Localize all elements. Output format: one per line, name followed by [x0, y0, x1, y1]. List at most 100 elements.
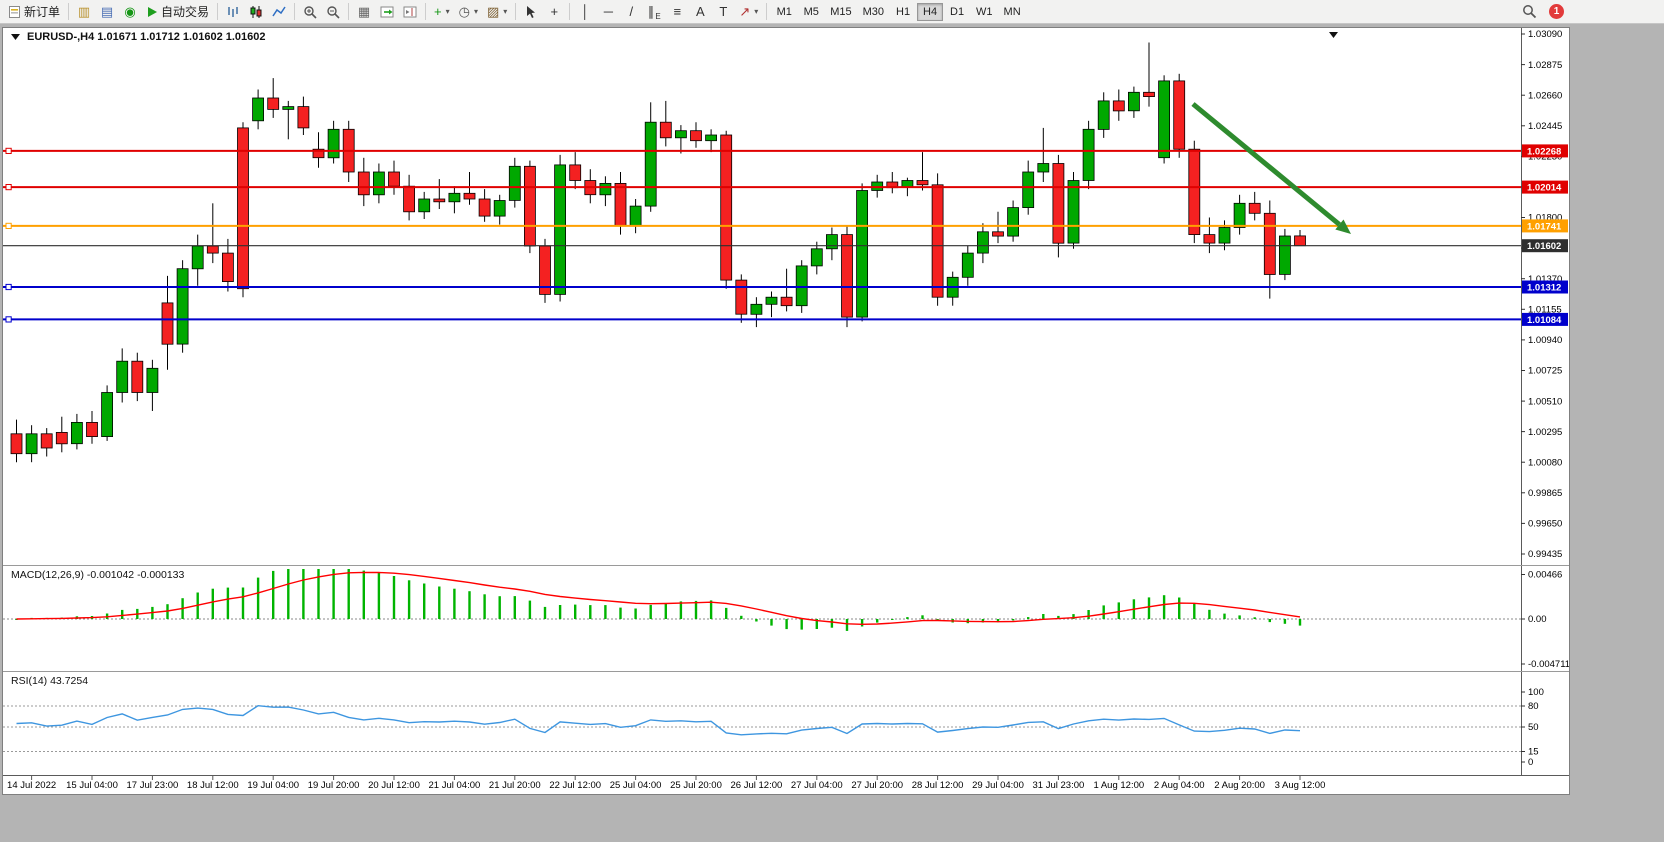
time-axis-label: 18 Jul 12:00 [187, 780, 239, 791]
horizontal-line-icon[interactable]: ─ [597, 2, 619, 22]
toolbar-right: 1 [1518, 2, 1564, 22]
line-chart-icon[interactable] [268, 2, 290, 22]
time-axis-label: 15 Jul 04:00 [66, 780, 118, 791]
fibonacci-icon[interactable]: ≡ [666, 2, 688, 22]
equidistant-channel-icon[interactable]: ∥ E [643, 2, 665, 22]
candle-body [433, 198, 446, 203]
toolbar-separator [68, 3, 70, 20]
trendline-icon[interactable]: / [620, 2, 642, 22]
candle-body [1097, 100, 1110, 130]
candle-body [856, 190, 868, 318]
time-axis-label: 26 Jul 12:00 [731, 780, 783, 791]
toolbar-separator [294, 3, 296, 20]
arrows-icon[interactable]: ↗ ▾ [735, 2, 762, 22]
text-label-icon[interactable]: T [712, 2, 734, 22]
charts-grid-icon[interactable]: ▥ [73, 2, 95, 22]
candlestick-chart-icon[interactable] [245, 2, 267, 22]
candle-body [765, 296, 778, 305]
candle-body [1188, 148, 1201, 235]
hline-handle[interactable] [5, 147, 12, 155]
price-tick-label: 1.01800 [1528, 213, 1562, 224]
new-order-button[interactable]: 新订单 [4, 2, 64, 22]
hline-handle[interactable] [5, 316, 12, 323]
timeframe-button-m1[interactable]: M1 [771, 3, 797, 21]
candle-body [629, 205, 642, 227]
scroll-to-end-caret-icon[interactable] [1329, 32, 1338, 38]
auto-scroll-icon[interactable] [376, 2, 398, 22]
notifications-badge[interactable]: 1 [1549, 4, 1564, 19]
candle-body [916, 180, 929, 186]
timeframe-button-h4[interactable]: H4 [917, 2, 944, 21]
timeframe-button-m15[interactable]: M15 [825, 3, 856, 21]
hline-price-tag [1522, 144, 1568, 158]
macd-histogram-bar [1042, 614, 1045, 619]
candle-body [524, 165, 536, 247]
auto-trading-button[interactable]: 自动交易 [142, 2, 213, 22]
trend-arrow[interactable] [1191, 102, 1341, 227]
timeframe-button-d1[interactable]: D1 [944, 3, 970, 21]
macd-histogram-bar [256, 577, 260, 619]
macd-histogram-bar [604, 605, 607, 619]
bar-chart-icon[interactable] [222, 2, 244, 22]
rsi-line [16, 704, 1301, 736]
profiles-icon[interactable]: ▤ [96, 2, 118, 22]
periods-icon[interactable]: ◷ ▾ [455, 2, 482, 22]
candle-body [403, 185, 416, 213]
rsi-tick-label: 15 [1528, 747, 1539, 758]
rsi-tick-label: 100 [1528, 687, 1544, 698]
search-button[interactable] [1518, 2, 1541, 22]
timeframe-button-w1[interactable]: W1 [971, 3, 998, 21]
macd-histogram-bar [649, 604, 652, 619]
tile-windows-icon[interactable]: ▦ [353, 2, 375, 22]
candle-body [101, 392, 113, 437]
hline-handle[interactable] [5, 222, 12, 230]
macd-histogram-bar [1208, 609, 1211, 619]
new-chart-icon[interactable]: + ▾ [430, 2, 454, 22]
zoom-out-icon[interactable] [322, 2, 344, 22]
price-tick-label: 1.00080 [1528, 457, 1562, 468]
trend-arrow-head[interactable] [1335, 219, 1351, 235]
text-icon[interactable]: A [689, 2, 711, 22]
candle-body [221, 252, 234, 283]
candle-body [977, 231, 989, 254]
cursor-icon[interactable] [520, 2, 542, 22]
metaquotes-community-icon[interactable]: ◉ [119, 2, 141, 22]
chart-canvas[interactable]: 1.030901.028751.026601.024451.022301.020… [3, 28, 1569, 794]
candle-body [493, 200, 506, 217]
rsi-tick-label: 80 [1528, 701, 1539, 712]
crosshair-icon[interactable]: + [543, 2, 565, 22]
candle-body [659, 121, 672, 139]
time-axis-label: 20 Jul 12:00 [368, 780, 420, 791]
macd-histogram-bar [241, 587, 245, 619]
chart-menu-caret-icon[interactable] [11, 34, 20, 40]
macd-histogram-bar [1178, 597, 1181, 619]
timeframe-button-mn[interactable]: MN [999, 3, 1026, 21]
candle-body [1158, 80, 1170, 159]
macd-histogram-bar [317, 569, 320, 619]
timeframe-button-m30[interactable]: M30 [858, 3, 889, 21]
time-axis-label: 19 Jul 20:00 [308, 780, 360, 791]
candle-body [463, 192, 476, 200]
macd-histogram-bar [830, 619, 834, 628]
vertical-line-icon[interactable]: │ [574, 2, 596, 22]
price-tick-label: 0.99650 [1528, 519, 1562, 530]
candle-body [418, 198, 431, 213]
candle-body [690, 130, 702, 142]
candle-body [614, 182, 627, 227]
timeframe-button-m5[interactable]: M5 [798, 3, 824, 21]
macd-tick-label: 0.00 [1528, 614, 1547, 625]
chart-shift-icon[interactable] [399, 2, 421, 22]
candle-body [1112, 100, 1125, 112]
chart-window-eurusd-h4[interactable]: 1.030901.028751.026601.024451.022301.020… [2, 27, 1570, 795]
zoom-in-icon[interactable] [299, 2, 321, 22]
candle-body [312, 148, 325, 159]
macd-histogram-bar [906, 617, 909, 619]
time-axis-label: 19 Jul 04:00 [247, 780, 299, 791]
hline-handle[interactable] [5, 184, 12, 191]
templates-icon[interactable]: ▨ ▾ [483, 2, 511, 22]
hline-handle[interactable] [5, 283, 12, 291]
timeframe-button-h1[interactable]: H1 [890, 3, 916, 21]
candle-body [705, 134, 717, 142]
timeframe-toolbar: M1 M5 M15 M30 H1 H4 D1 W1 MN [763, 2, 1026, 21]
toolbar-separator [348, 3, 350, 20]
